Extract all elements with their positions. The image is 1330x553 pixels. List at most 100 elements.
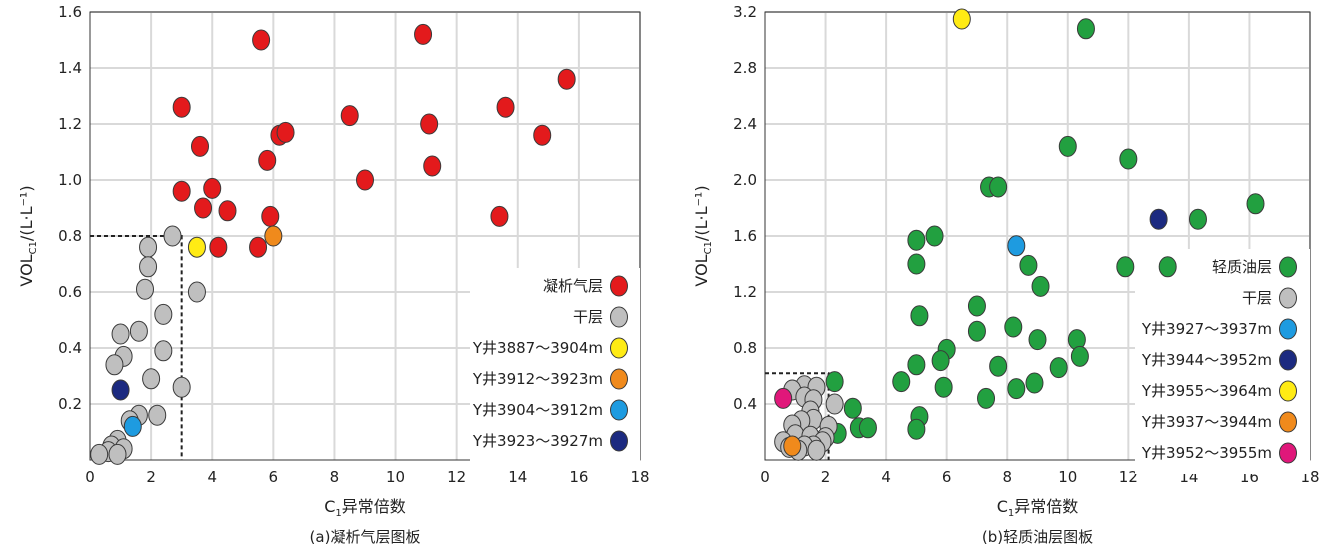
legend-marker — [610, 337, 628, 359]
y-tick-label: 1.2 — [58, 115, 82, 133]
data-point — [187, 236, 206, 258]
data-point — [123, 415, 142, 437]
data-point — [1076, 18, 1095, 40]
x-tick-label: 18 — [630, 468, 649, 486]
legend-label: Y井3904～3912m — [472, 401, 603, 419]
data-point — [1188, 208, 1207, 230]
legend-label: Y井3927～3937m — [1141, 320, 1272, 338]
chart-panel-2: 0 2 4 6 8 10 12 14 16 180.40.81.21.62.02.42.83.2C… — [692, 3, 1320, 546]
data-point — [1007, 378, 1026, 400]
x-tick-label: 0 — [760, 468, 770, 486]
y-tick-label: 3.2 — [733, 3, 757, 21]
legend-label: 干层 — [1242, 289, 1272, 307]
legend-marker — [610, 275, 628, 297]
y-tick-label: 1.0 — [58, 171, 82, 189]
data-point — [925, 225, 944, 247]
data-point — [843, 397, 862, 419]
data-point — [105, 354, 124, 376]
data-point — [907, 229, 926, 251]
data-point — [203, 177, 222, 199]
legend-marker — [1279, 411, 1297, 433]
data-point — [172, 180, 191, 202]
legend-label: Y井3937～3944m — [1141, 413, 1272, 431]
x-tick-label: 4 — [881, 468, 891, 486]
x-tick-label: 10 — [1058, 468, 1077, 486]
y-tick-label: 1.6 — [58, 3, 82, 21]
data-point — [414, 23, 433, 45]
data-point — [218, 200, 237, 222]
data-point — [989, 355, 1008, 377]
panel-caption: (b)轻质油层图板 — [982, 528, 1093, 546]
data-point — [1058, 135, 1077, 157]
data-point — [258, 149, 277, 171]
y-tick-label: 0.6 — [58, 283, 82, 301]
data-point — [154, 340, 173, 362]
y-tick-label: 2.4 — [733, 115, 757, 133]
data-point — [1049, 357, 1068, 379]
legend-marker — [1279, 442, 1297, 464]
data-point — [340, 105, 359, 127]
data-point — [1007, 235, 1026, 257]
x-tick-label: 10 — [386, 468, 405, 486]
data-point — [931, 350, 950, 372]
data-point — [825, 393, 844, 415]
legend-marker — [1279, 318, 1297, 340]
data-point — [187, 281, 206, 303]
y-tick-label: 0.8 — [733, 339, 757, 357]
data-point — [1119, 148, 1138, 170]
legend-marker — [610, 399, 628, 421]
data-point — [783, 435, 802, 457]
data-point — [934, 376, 953, 398]
data-point — [907, 418, 926, 440]
data-point — [907, 253, 926, 275]
data-point — [977, 387, 996, 409]
x-tick-label: 6 — [942, 468, 952, 486]
legend-label: Y井3887～3904m — [472, 339, 603, 357]
legend-marker — [1279, 349, 1297, 371]
data-point — [1070, 345, 1089, 367]
legend-marker — [1279, 256, 1297, 278]
y-tick-label: 0.4 — [733, 395, 757, 413]
data-point — [172, 376, 191, 398]
y-tick-label: 2.0 — [733, 171, 757, 189]
data-point — [191, 135, 209, 157]
x-axis-label: C1异常倍数 — [324, 497, 406, 519]
data-point — [910, 305, 929, 327]
data-point — [142, 368, 161, 390]
data-point — [249, 236, 268, 258]
y-axis-label: VOLC1/(L·L⁻¹) — [17, 185, 39, 286]
data-point — [557, 68, 576, 90]
data-point — [261, 205, 280, 227]
data-point — [136, 278, 154, 300]
data-point — [1116, 256, 1135, 278]
legend-marker — [610, 306, 628, 328]
data-point — [892, 371, 911, 393]
data-point — [423, 155, 442, 177]
legend-label: 干层 — [573, 308, 603, 326]
data-point — [139, 256, 158, 278]
plot-frame — [764, 11, 1311, 461]
data-point — [967, 295, 986, 317]
data-point — [967, 320, 986, 342]
y-tick-label: 1.4 — [58, 59, 82, 77]
legend-marker — [610, 430, 628, 452]
data-point — [276, 121, 295, 143]
data-point — [907, 354, 926, 376]
legend-marker — [1279, 380, 1297, 402]
legend-label: Y井3944～3952m — [1141, 351, 1272, 369]
legend-label: Y井3923～3927m — [472, 432, 603, 450]
data-point — [252, 29, 271, 51]
x-tick-label: 8 — [330, 468, 340, 486]
legend-label: 凝析气层 — [543, 277, 603, 295]
data-point — [1246, 193, 1265, 215]
data-point — [129, 320, 148, 342]
data-point — [172, 96, 191, 118]
x-tick-label: 12 — [447, 468, 466, 486]
x-tick-label: 8 — [1002, 468, 1012, 486]
data-point — [108, 443, 127, 465]
data-point — [858, 417, 877, 439]
x-tick-label: 4 — [207, 468, 217, 486]
y-tick-label: 1.6 — [733, 227, 757, 245]
data-point — [1004, 316, 1023, 338]
